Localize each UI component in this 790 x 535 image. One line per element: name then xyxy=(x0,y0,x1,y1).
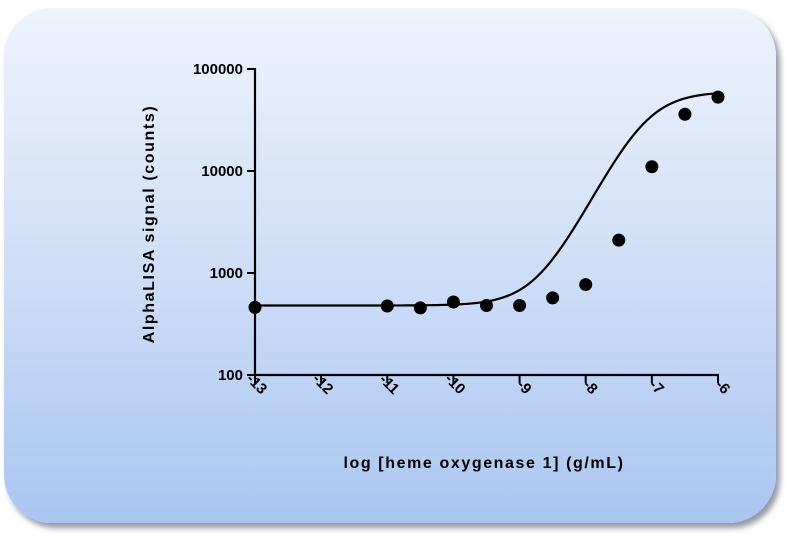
y-tick-label: 1000 xyxy=(210,265,243,282)
x-tick-label: -6 xyxy=(712,376,733,397)
data-point xyxy=(711,90,725,104)
y-tick-label: 10000 xyxy=(201,163,243,180)
x-axis: -13 -12 -11 -10 -9 -8 -7 -6 xyxy=(243,370,733,397)
data-point xyxy=(248,300,262,314)
data-points xyxy=(248,90,725,315)
chart: -13 -12 -11 -10 -9 -8 -7 -6 100100010000100000 … xyxy=(141,61,733,472)
data-point xyxy=(380,299,394,313)
data-point xyxy=(612,233,626,247)
fit-curve-group xyxy=(255,92,719,307)
data-point xyxy=(645,160,659,174)
y-axis: 100 1000 10000 100000 xyxy=(193,61,257,384)
data-point xyxy=(513,299,527,313)
chart-panel: -13 -12 -11 -10 -9 -8 -7 -6 100 1000 10000 100000 … xyxy=(4,8,776,523)
y-tick-label: 100000 xyxy=(193,61,243,78)
data-point xyxy=(480,299,493,313)
y-tick-label: 100 xyxy=(218,367,243,384)
x-tick-label: -8 xyxy=(579,376,600,397)
data-point xyxy=(413,301,427,315)
fit-curve xyxy=(255,92,719,307)
data-point xyxy=(546,291,560,305)
y-axis-title: AlphaLISA signal (counts) xyxy=(141,105,158,344)
data-point xyxy=(446,295,460,309)
x-axis-title: log [heme oxygenase 1] (g/mL) xyxy=(343,455,624,472)
x-tick-label: -9 xyxy=(513,376,534,397)
data-point xyxy=(579,278,593,292)
data-point xyxy=(678,107,692,121)
x-tick-label: -7 xyxy=(646,376,667,397)
